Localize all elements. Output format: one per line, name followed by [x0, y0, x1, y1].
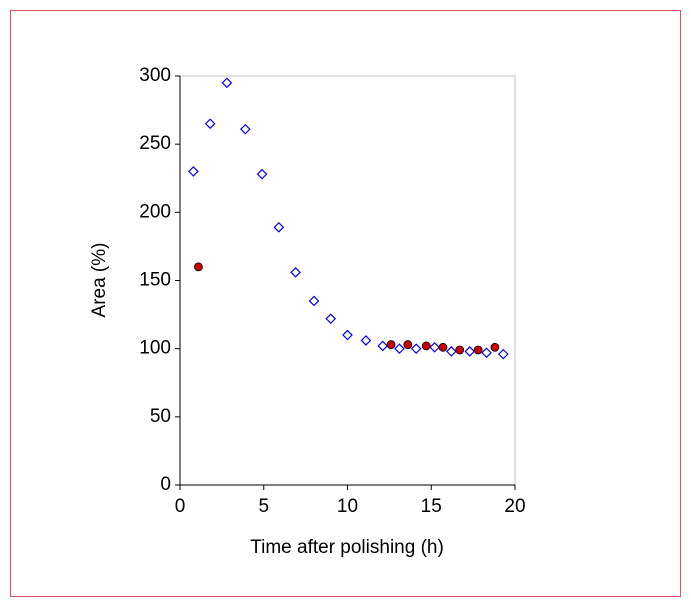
y-tick-label: 50	[150, 406, 171, 427]
point	[403, 340, 413, 349]
y-tick-label: 150	[139, 270, 171, 291]
point	[256, 168, 268, 180]
point	[308, 295, 320, 307]
point	[455, 345, 465, 355]
point	[188, 166, 199, 177]
point	[386, 340, 396, 349]
point	[497, 348, 509, 360]
point	[481, 347, 492, 359]
x-tick-label: 15	[421, 496, 442, 517]
point	[410, 343, 422, 355]
point	[204, 118, 216, 130]
x-tick-label: 10	[337, 496, 358, 517]
point	[464, 346, 476, 357]
point	[473, 345, 483, 355]
point	[490, 342, 500, 352]
point	[438, 342, 448, 352]
point	[360, 335, 372, 346]
point	[194, 262, 203, 272]
point	[429, 341, 440, 353]
x-tick-label: 0	[175, 496, 186, 517]
x-axis-label: Time after polishing (h)	[250, 537, 444, 558]
x-tick-label: 20	[504, 496, 525, 517]
y-tick-label: 100	[139, 338, 171, 359]
y-axis-label: Area (%)	[89, 243, 110, 318]
x-tick-label: 5	[258, 496, 269, 517]
point	[446, 346, 457, 357]
point	[221, 77, 233, 89]
y-tick-label: 250	[139, 133, 171, 154]
frame	[10, 10, 681, 597]
point	[421, 341, 431, 351]
y-tick-label: 300	[139, 65, 171, 86]
point	[239, 123, 251, 135]
point	[342, 329, 353, 341]
y-tick-label: 0	[160, 474, 171, 495]
point	[325, 313, 337, 325]
y-tick-label: 200	[139, 201, 171, 222]
point	[377, 340, 389, 352]
point	[394, 343, 405, 355]
point	[290, 266, 301, 278]
point	[273, 221, 285, 233]
